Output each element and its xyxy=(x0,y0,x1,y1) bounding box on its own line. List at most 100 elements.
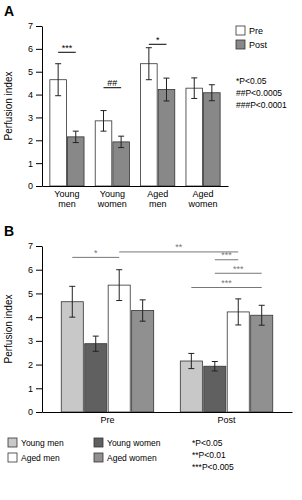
error-bar xyxy=(140,300,146,321)
series xyxy=(132,300,273,412)
legend-item: Aged men xyxy=(8,453,60,463)
y-tick-mark xyxy=(36,246,42,247)
legend-item: Young women xyxy=(94,438,161,448)
error-bar-cap xyxy=(55,63,61,64)
error-bar-cap xyxy=(259,325,265,326)
y-tick: 5 xyxy=(28,289,42,299)
error-bar-stem xyxy=(75,131,76,142)
error-bar-cap xyxy=(69,286,75,287)
error-bar-stem xyxy=(166,78,167,101)
x-tick: Agedmen xyxy=(147,189,168,209)
series xyxy=(50,48,203,186)
significance-label: * xyxy=(156,35,160,45)
x-axis: Youngmen Youngwomen Agedmen Agedwomen xyxy=(43,187,229,210)
x-tick: Youngmen xyxy=(54,189,79,209)
figure: 0 1 2 3 4 5 6 7 Youngmen Youngwomen Agedmen Agedwom… xyxy=(0,0,302,500)
error-bar-cap xyxy=(209,100,215,101)
legend-swatch xyxy=(236,40,245,49)
y-tick: 1 xyxy=(28,384,42,394)
error-bar xyxy=(55,64,61,96)
legend-label: Pre xyxy=(249,26,263,36)
error-bar xyxy=(212,361,218,370)
plot-area xyxy=(50,48,220,186)
error-bar xyxy=(116,270,122,301)
panel-title: A xyxy=(4,3,14,19)
y-axis: 01234567 xyxy=(28,21,43,191)
bar xyxy=(204,93,221,186)
error-bar-cap xyxy=(69,317,75,318)
error-bar-cap xyxy=(209,84,215,85)
y-axis-line xyxy=(42,27,43,187)
y-axis: 01234567 xyxy=(28,241,43,417)
plot-area xyxy=(61,270,272,412)
error-bar-cap xyxy=(93,336,99,337)
y-tick-label: 3 xyxy=(28,113,33,123)
panel-title: B xyxy=(4,223,14,239)
y-tick: 0 xyxy=(28,407,42,417)
y-tick-mark xyxy=(36,270,42,271)
y-tick: 7 xyxy=(28,21,42,31)
significance-key-label: *P<0.05 xyxy=(236,76,267,86)
y-tick-label: 6 xyxy=(28,44,33,54)
error-bar-cap xyxy=(146,47,152,48)
error-bar-stem xyxy=(148,48,149,80)
error-bar-cap xyxy=(212,361,218,362)
legend-swatch xyxy=(8,438,17,447)
y-tick-label: 2 xyxy=(28,136,33,146)
error-bar-stem xyxy=(58,64,59,96)
x-tick: Agedwomen xyxy=(188,189,218,209)
error-bar xyxy=(163,78,169,101)
error-bar-cap xyxy=(140,321,146,322)
error-bar-cap xyxy=(235,324,241,325)
legend-item: Aged women xyxy=(94,453,157,463)
y-tick-mark xyxy=(36,26,42,27)
significance-key-label: ###P<0.0001 xyxy=(236,100,287,110)
error-bar xyxy=(93,336,99,351)
x-tick: Youngwomen xyxy=(97,189,127,209)
legend-swatch xyxy=(94,438,103,447)
bar xyxy=(61,302,83,412)
significance-key-label: ##P<0.0005 xyxy=(236,88,282,98)
significance-label: *** xyxy=(233,264,244,274)
error-bar-stem xyxy=(119,270,120,301)
y-tick-label: 4 xyxy=(28,90,33,100)
error-bar-cap xyxy=(73,142,79,143)
y-tick: 2 xyxy=(28,136,42,146)
x-tick-label: Pre xyxy=(100,415,114,425)
legend-item: Post xyxy=(236,40,268,50)
x-tick-label: Youngwomen xyxy=(97,189,127,209)
bar xyxy=(180,361,202,412)
error-bar-stem xyxy=(72,286,73,317)
legend-label: Aged men xyxy=(21,453,60,463)
legend: Young menYoung womenAged menAged women xyxy=(8,438,161,463)
panel: 01234567YoungmenYoungwomenAgedmenAgedwom… xyxy=(3,3,287,209)
annotations: ************ xyxy=(72,242,261,288)
panel: 01234567PrePostPerfusion indexB*********… xyxy=(3,223,293,472)
series xyxy=(61,286,202,412)
y-tick: 4 xyxy=(28,90,42,100)
y-tick-mark xyxy=(36,72,42,73)
error-bar xyxy=(191,78,197,99)
error-bar-cap xyxy=(140,299,146,300)
error-bar-cap xyxy=(55,95,61,96)
bar xyxy=(227,312,249,412)
y-tick-mark xyxy=(36,49,42,50)
error-bar xyxy=(146,48,152,80)
y-tick-label: 5 xyxy=(28,289,33,299)
error-bar-stem xyxy=(191,353,192,368)
error-bar-cap xyxy=(235,298,241,299)
x-axis: PrePost xyxy=(43,413,293,426)
annotations: ***##* xyxy=(58,35,166,88)
y-tick-label: 6 xyxy=(28,265,33,275)
y-tick-label: 0 xyxy=(28,407,33,417)
x-tick-label: Youngmen xyxy=(54,189,79,209)
error-bar xyxy=(188,353,194,368)
y-tick: 2 xyxy=(28,360,42,370)
error-bar-cap xyxy=(118,147,124,148)
y-tick-mark xyxy=(36,412,42,413)
error-bar-stem xyxy=(95,336,96,351)
significance-key-label: *P<0.05 xyxy=(192,438,223,448)
legend-label: Young women xyxy=(107,438,161,448)
y-tick-mark xyxy=(36,95,42,96)
significance-label: *** xyxy=(62,43,73,53)
